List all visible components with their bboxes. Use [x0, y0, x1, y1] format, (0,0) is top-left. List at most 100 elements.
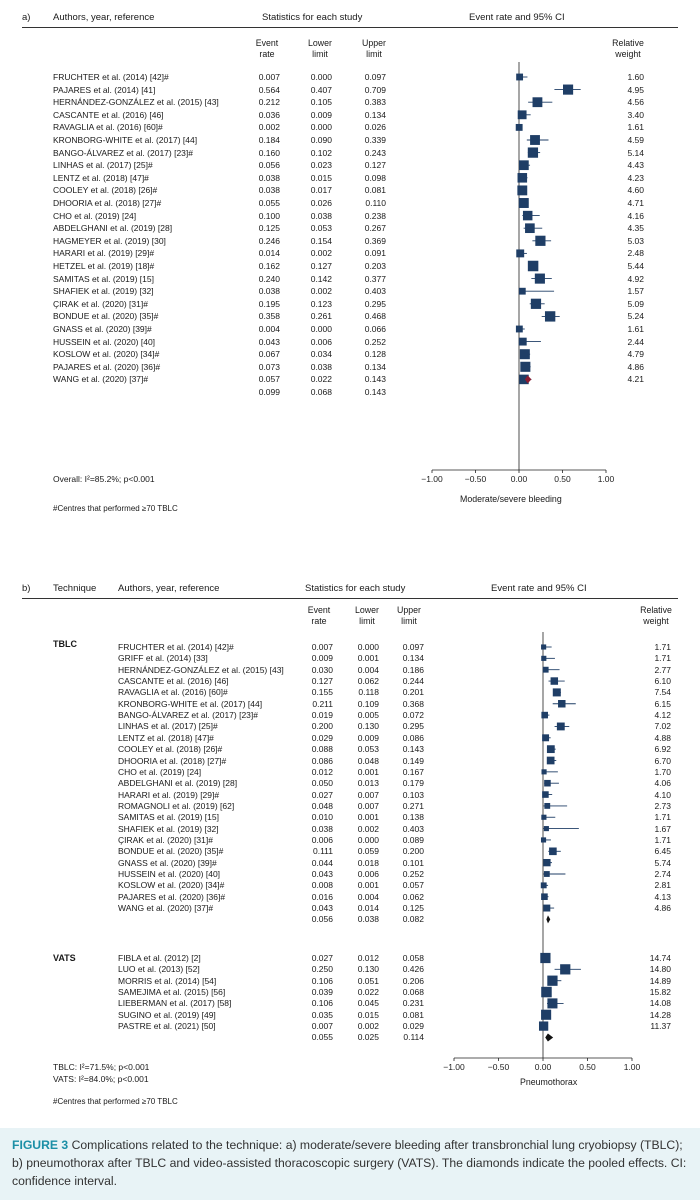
- lower-limit: 0.009: [310, 109, 332, 120]
- event-rate: 0.043: [311, 869, 333, 879]
- forest-plot-a: −1.00 −0.50 0.00 0.50 1.00: [421, 62, 615, 484]
- lower-limit: 0.102: [310, 147, 332, 158]
- upper-limit: 0.403: [364, 286, 386, 297]
- relative-weight: 4.06: [654, 778, 671, 789]
- upper-limit: 0.143: [402, 744, 424, 755]
- footnote-b: #Centres that performed ≥70 TBLC: [53, 1097, 178, 1106]
- study-label: CASCANTE et al. (2016) [46]: [53, 109, 164, 120]
- caption-text: Complications related to the technique: …: [12, 1138, 687, 1188]
- upper-limit: 0.110: [365, 198, 386, 208]
- event-rate: 0.007: [311, 1021, 333, 1032]
- event-rate: 0.050: [311, 778, 333, 789]
- relative-weight: 14.74: [649, 953, 671, 963]
- lower-limit: 0.004: [357, 891, 379, 902]
- x-tick-label: 0.00: [511, 474, 528, 484]
- pooled-diamond: [546, 915, 551, 924]
- study-label: FIBLA et al. (2012) [2]: [118, 953, 201, 963]
- lower-limit: 0.009: [357, 732, 379, 743]
- x-tick-label: −1.00: [443, 1062, 465, 1072]
- point-estimate: [520, 361, 531, 372]
- relative-weight: 1.71: [654, 834, 671, 845]
- relative-weight: 14.08: [649, 998, 671, 1009]
- event-rate: 0.038: [258, 172, 280, 183]
- event-rate: 0.067: [258, 349, 280, 360]
- study-label: PAJARES et al. (2020) [36]#: [53, 361, 161, 372]
- upper-limit: 0.062: [402, 891, 424, 902]
- event-rate: 0.038: [311, 823, 333, 834]
- lower-limit: 0.026: [310, 198, 332, 208]
- relative-weight: 4.56: [627, 97, 644, 108]
- relative-weight: 5.24: [627, 311, 644, 322]
- relative-weight: 4.35: [627, 223, 644, 234]
- stats-header-b: Statistics for each study: [305, 583, 406, 594]
- group-label-tblc: TBLC: [53, 639, 77, 649]
- lower-limit: 0.062: [357, 676, 379, 687]
- event-rate: 0.212: [258, 97, 280, 108]
- event-rate: 0.009: [311, 653, 333, 664]
- pooled-lower: 0.068: [310, 387, 332, 397]
- upper-limit: 0.186: [402, 664, 424, 675]
- upper-limit: 0.058: [402, 953, 424, 963]
- study-label: GRIFF et al. (2014) [33]: [118, 653, 208, 664]
- lower-limit: 0.022: [357, 987, 379, 998]
- upper-limit: 0.271: [402, 800, 424, 811]
- event-rate: 0.030: [311, 664, 333, 675]
- upper-limit: 0.072: [402, 710, 424, 721]
- point-estimate: [519, 160, 529, 171]
- relative-weight: 4.43: [627, 160, 644, 171]
- upper-limit: 0.368: [402, 698, 424, 709]
- point-estimate: [516, 73, 524, 81]
- x-tick-label: −0.50: [465, 474, 487, 484]
- upper-limit: 0.383: [364, 97, 386, 108]
- study-label: HARARI et al. (2019) [29]#: [53, 248, 155, 259]
- footnote-a: #Centres that performed ≥70 TBLC: [53, 504, 178, 513]
- study-label: LINHAS et al. (2017) [25]#: [53, 160, 153, 171]
- study-label: LENTZ et al. (2018) [47]#: [53, 172, 149, 183]
- upper-limit: 0.026: [364, 122, 386, 133]
- upper-limit: 0.709: [364, 84, 386, 95]
- study-label: CHO et al. (2019) [24]: [118, 766, 202, 777]
- event-rate: 0.038: [258, 286, 280, 297]
- upper-limit: 0.081: [402, 1009, 424, 1020]
- point-estimate: [544, 802, 551, 809]
- vats-heterogeneity: VATS: I²=84.0%; p<0.001: [53, 1074, 149, 1084]
- upper-limit: 0.057: [402, 880, 424, 891]
- study-label: HARARI et al. (2019) [29]#: [118, 789, 220, 800]
- col-upper-header: Upper limit: [362, 38, 386, 59]
- event-rate: 0.043: [258, 336, 280, 347]
- lower-limit: 0.023: [310, 160, 332, 171]
- lower-limit: 0.000: [357, 834, 379, 845]
- relative-weight: 4.60: [627, 185, 644, 196]
- lower-limit: 0.053: [357, 744, 379, 755]
- study-label: ABDELGHANI et al. (2019) [28]: [118, 778, 238, 789]
- point-estimate: [518, 287, 526, 295]
- upper-limit: 0.339: [364, 135, 386, 145]
- lower-limit: 0.261: [310, 311, 332, 322]
- relative-weight: 1.71: [654, 653, 671, 664]
- lower-limit: 0.045: [357, 998, 379, 1009]
- point-estimate: [556, 722, 565, 731]
- upper-limit: 0.143: [364, 374, 386, 385]
- point-estimate: [525, 223, 535, 234]
- study-label: MORRIS et al. (2014) [54]: [118, 975, 217, 986]
- point-estimate: [535, 235, 546, 246]
- pooled-diamond: [545, 1033, 554, 1042]
- x-tick-label: 0.50: [554, 474, 571, 484]
- lower-limit: 0.000: [310, 324, 332, 334]
- study-label: ÇIRAK et al. (2020) [31]#: [53, 298, 148, 309]
- upper-limit: 0.244: [402, 676, 424, 687]
- point-estimate: [519, 349, 530, 360]
- upper-limit: 0.081: [364, 185, 386, 196]
- point-estimate: [517, 185, 528, 196]
- point-estimate: [543, 826, 549, 832]
- lower-limit: 0.002: [310, 286, 332, 297]
- event-rate: 0.036: [258, 109, 280, 120]
- lower-limit: 0.090: [310, 135, 332, 145]
- upper-limit: 0.125: [402, 903, 424, 914]
- lower-limit: 0.105: [310, 97, 332, 108]
- event-rate: 0.200: [311, 721, 333, 732]
- pooled-lower: 0.025: [357, 1032, 379, 1043]
- study-label: FRUCHTER et al. (2014) [42]#: [118, 642, 234, 652]
- upper-limit: 0.203: [364, 261, 386, 271]
- event-rate: 0.106: [311, 998, 333, 1009]
